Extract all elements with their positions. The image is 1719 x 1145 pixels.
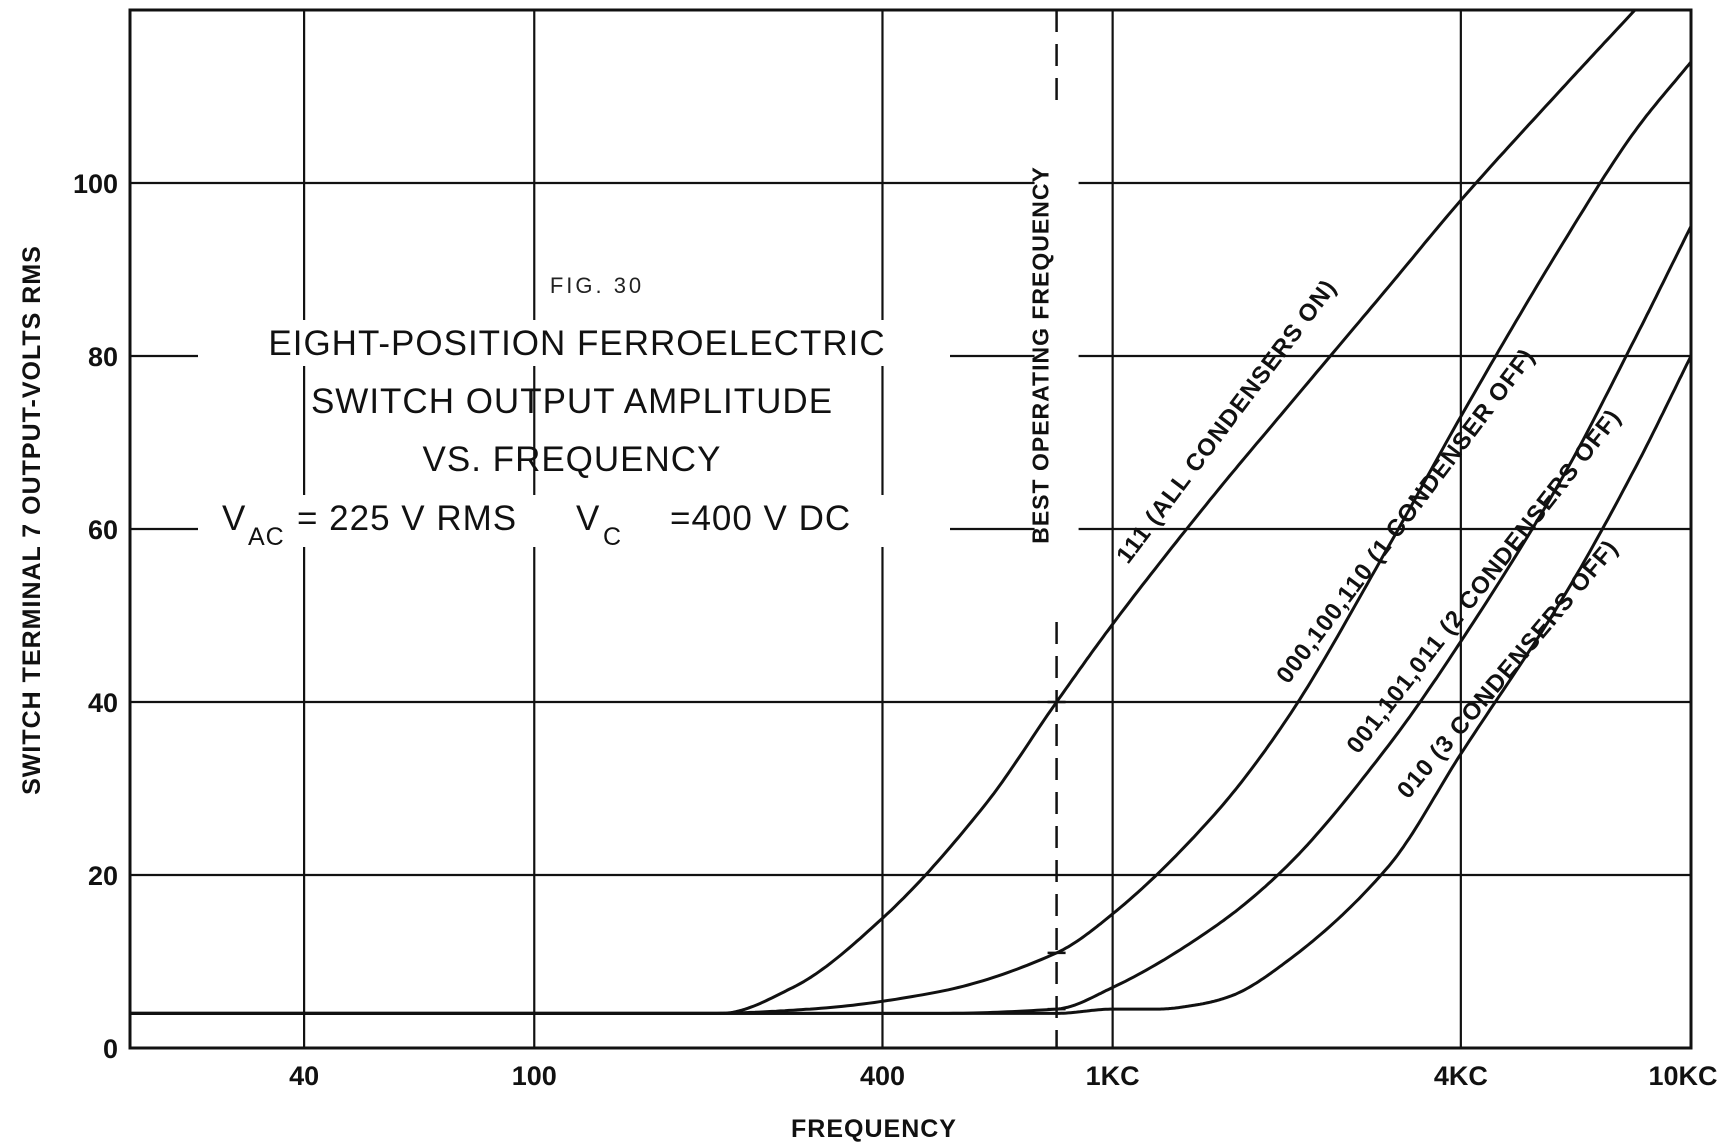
y-tick-label: 100 <box>73 169 118 199</box>
vc-symbol: V <box>576 499 600 538</box>
best-frequency-label: BEST OPERATING FREQUENCY <box>1028 166 1054 544</box>
x-tick-label: 10KC <box>1648 1061 1717 1091</box>
annotations: FIG. 30 EIGHT-POSITION FERROELECTRIC SWI… <box>18 245 957 1143</box>
vac-value: = 225 V RMS <box>297 499 517 538</box>
y-tick-label: 20 <box>88 861 118 891</box>
y-tick-label: 60 <box>88 515 118 545</box>
label-backgrounds <box>198 320 950 547</box>
data-series-line <box>130 60 1693 1015</box>
figure-label: FIG. 30 <box>550 273 644 298</box>
data-series-line <box>130 225 1693 1015</box>
x-tick-label: 1KC <box>1086 1061 1140 1091</box>
vc-subscript: C <box>603 523 622 551</box>
chart-title-line-3: VS. FREQUENCY <box>423 440 722 479</box>
x-tick-label: 40 <box>289 1061 319 1091</box>
y-tick-label: 80 <box>88 342 118 372</box>
title-background <box>198 320 950 366</box>
y-tick-label: 40 <box>88 688 118 718</box>
chart-title-line-1: EIGHT-POSITION FERROELECTRIC <box>268 324 885 363</box>
data-series-line <box>130 355 1693 1015</box>
x-tick-label: 400 <box>860 1061 905 1091</box>
vac-subscript: AC <box>248 523 285 551</box>
chart-title-line-2: SWITCH OUTPUT AMPLITUDE <box>311 382 833 421</box>
x-axis-title: FREQUENCY <box>791 1115 957 1143</box>
y-axis-title: SWITCH TERMINAL 7 OUTPUT-VOLTS RMS <box>18 245 46 795</box>
vc-value: =400 V DC <box>670 499 851 538</box>
reference-line-group: BEST OPERATING FREQUENCY <box>1028 10 1079 1048</box>
x-tick-label: 4KC <box>1434 1061 1488 1091</box>
conditions-background <box>198 495 950 547</box>
x-tick-label: 100 <box>512 1061 557 1091</box>
best-frequency-label-background <box>1034 110 1079 610</box>
y-tick-label: 0 <box>103 1034 118 1064</box>
vac-symbol: V <box>222 499 246 538</box>
tick-labels: 40 100 400 1KC 4KC 10KC 0 20 40 60 80 100 <box>73 169 1718 1091</box>
